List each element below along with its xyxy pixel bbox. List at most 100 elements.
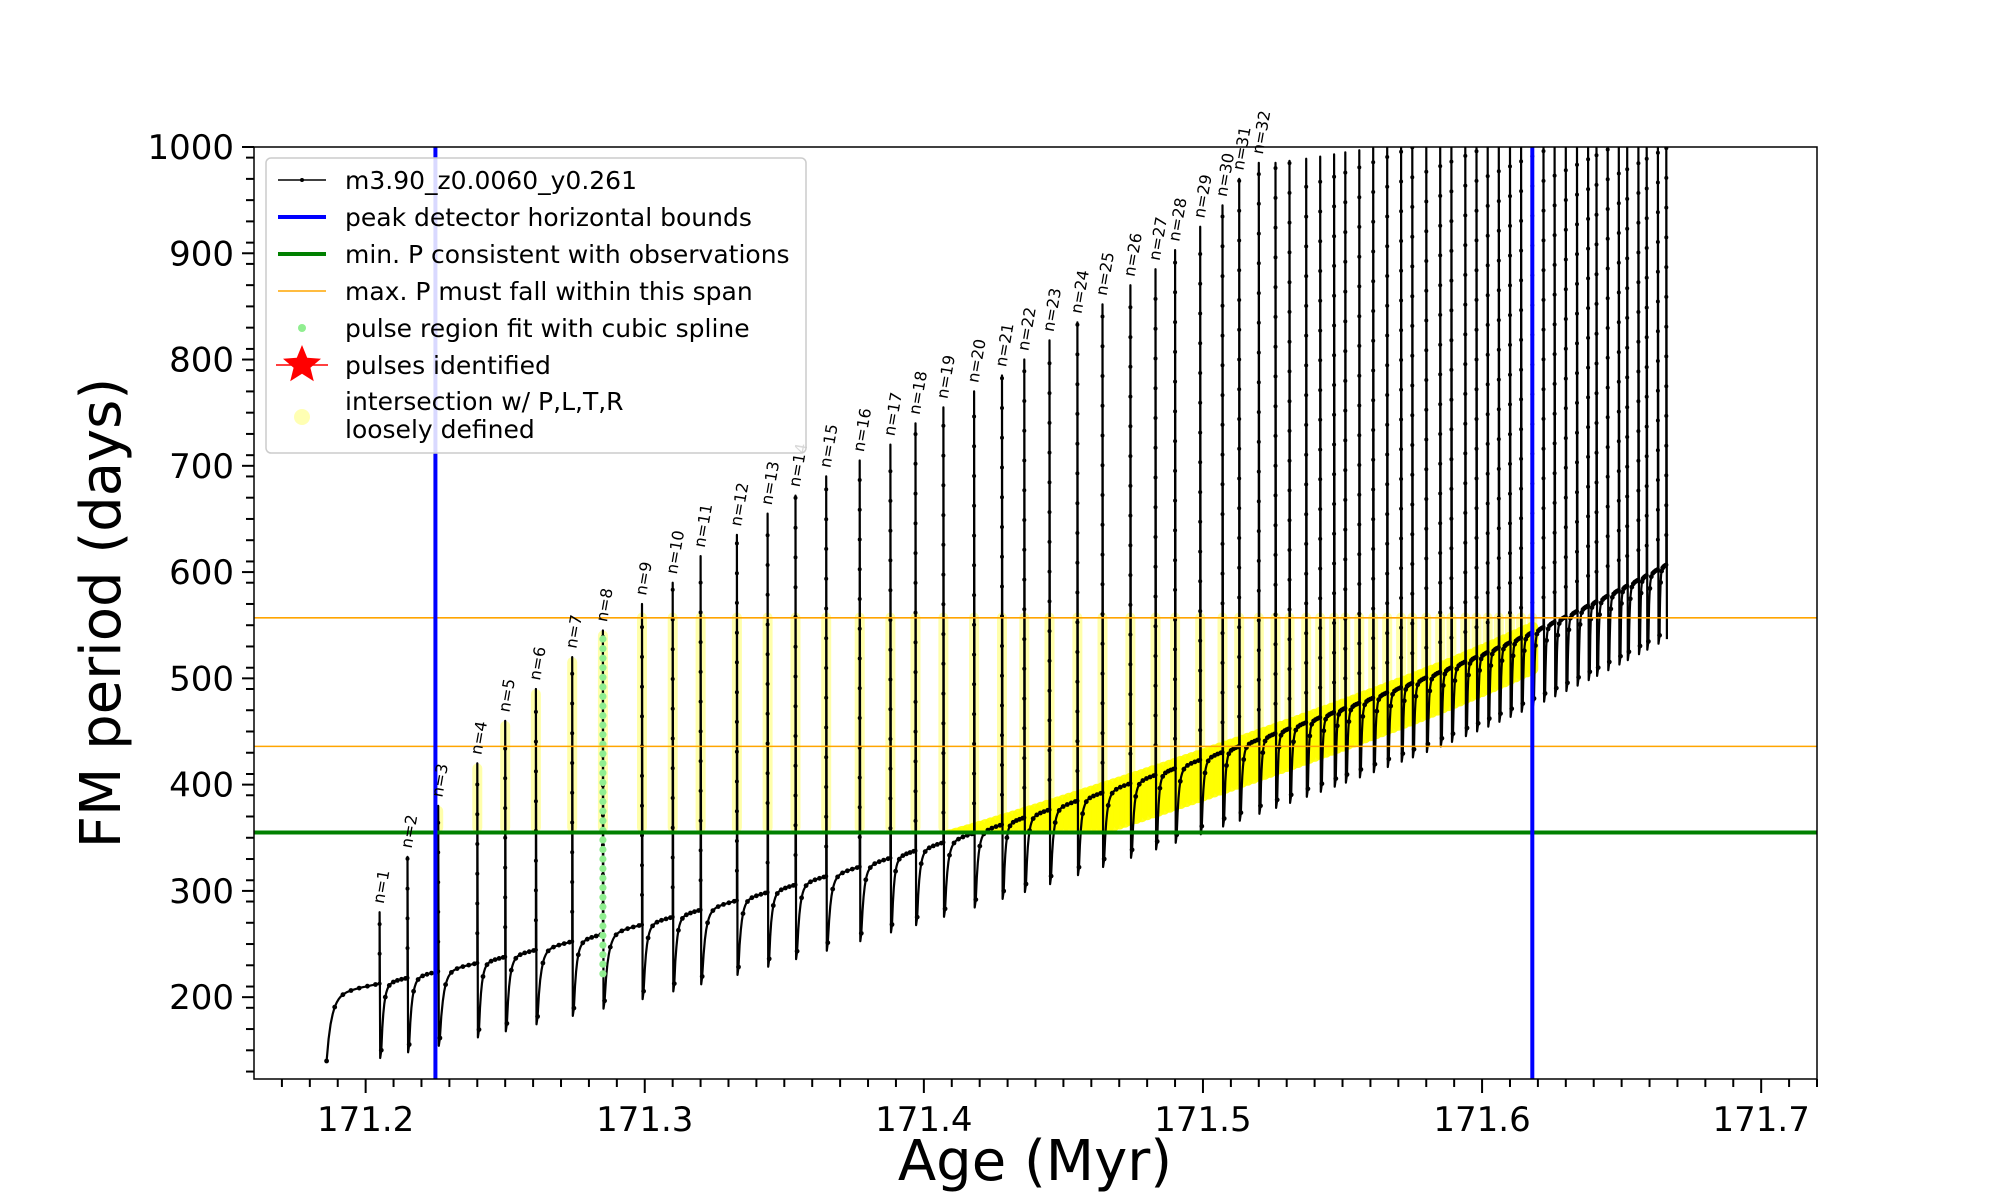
model-point	[1664, 503, 1669, 508]
model-point	[1463, 153, 1468, 158]
model-point	[1304, 363, 1309, 368]
model-point	[1575, 341, 1579, 346]
model-point	[1318, 388, 1323, 393]
model-point	[1371, 636, 1376, 641]
model-point	[1047, 777, 1052, 782]
model-point	[1519, 397, 1524, 402]
model-point	[1410, 562, 1415, 566]
model-point	[575, 952, 581, 958]
spline-point	[599, 912, 607, 921]
model-point	[1385, 333, 1390, 338]
model-point	[1220, 482, 1225, 487]
model-point	[1052, 820, 1058, 825]
model-point	[1332, 323, 1337, 328]
model-point	[1438, 610, 1443, 615]
model-point	[1519, 575, 1524, 580]
model-point	[1552, 203, 1557, 208]
model-point	[904, 851, 909, 857]
model-point	[1410, 591, 1415, 596]
model-point	[1047, 450, 1052, 455]
spline-point	[599, 712, 607, 720]
model-point	[1305, 786, 1311, 792]
model-point	[1474, 417, 1479, 421]
model-point	[1449, 189, 1454, 194]
model-point	[1485, 352, 1490, 357]
model-point	[1358, 767, 1364, 772]
model-point	[1332, 174, 1337, 179]
model-point	[1075, 650, 1080, 654]
model-point	[1575, 579, 1579, 584]
model-point	[1237, 506, 1242, 511]
model-point	[1332, 561, 1337, 566]
model-point	[1129, 847, 1135, 853]
model-point	[1438, 253, 1443, 258]
model-point	[1449, 486, 1454, 491]
spline-point	[599, 884, 607, 892]
model-point	[1463, 362, 1468, 367]
y-axis-ticks: 200 300 400 500 600 700 800 900 1000	[147, 128, 254, 1073]
model-point	[1287, 518, 1292, 523]
model-point	[1304, 571, 1309, 576]
model-point	[503, 746, 508, 751]
model-point	[1424, 497, 1429, 501]
model-point	[1357, 522, 1362, 527]
model-point	[1399, 477, 1404, 481]
model-point	[1586, 425, 1591, 430]
model-point	[1563, 406, 1568, 411]
model-point	[1508, 194, 1512, 199]
model-point	[1616, 558, 1621, 563]
model-point	[1344, 772, 1350, 777]
model-point	[1022, 815, 1027, 820]
model-point	[391, 979, 396, 985]
pulse-label: n=5	[494, 677, 519, 714]
model-point	[1563, 257, 1568, 262]
model-point	[1385, 244, 1390, 249]
model-point	[1109, 790, 1115, 796]
y-axis-title: FM period (days)	[69, 378, 134, 848]
model-point	[863, 877, 869, 883]
model-point	[1636, 280, 1641, 285]
model-point	[476, 1027, 482, 1032]
model-point	[1128, 543, 1133, 548]
model-point	[1385, 571, 1390, 576]
model-point	[1616, 171, 1621, 176]
model-point	[1541, 535, 1546, 540]
model-point	[888, 856, 893, 860]
model-point	[1399, 239, 1404, 243]
model-point	[1047, 688, 1052, 693]
model-point	[787, 884, 792, 889]
model-point	[1438, 432, 1443, 436]
x-tick-label: 171.2	[317, 1100, 414, 1140]
model-point	[1664, 413, 1669, 418]
spline-point	[599, 673, 607, 681]
model-point	[1474, 327, 1479, 332]
model-point	[1616, 528, 1621, 533]
model-point	[1318, 209, 1323, 214]
model-point	[734, 571, 739, 576]
model-point	[1644, 513, 1649, 518]
model-point	[1100, 582, 1105, 587]
model-point	[1410, 294, 1415, 299]
model-point	[1655, 537, 1660, 542]
model-point	[1636, 250, 1641, 255]
model-point	[1565, 680, 1570, 686]
model-point	[1400, 751, 1406, 756]
model-point	[1287, 458, 1292, 463]
model-point	[1056, 808, 1062, 813]
model-point	[1173, 706, 1178, 711]
model-point	[888, 737, 893, 741]
model-point	[1273, 344, 1278, 349]
model-point	[1644, 543, 1649, 548]
model-point	[1594, 272, 1599, 277]
model-point	[1343, 170, 1348, 175]
model-point	[1154, 839, 1160, 844]
model-point	[1048, 873, 1054, 879]
model-point	[377, 922, 382, 927]
model-point	[1399, 566, 1404, 571]
model-point	[1385, 631, 1390, 636]
model-point	[1594, 391, 1599, 396]
model-point	[918, 861, 924, 867]
model-point	[659, 917, 664, 923]
model-point	[663, 916, 669, 922]
